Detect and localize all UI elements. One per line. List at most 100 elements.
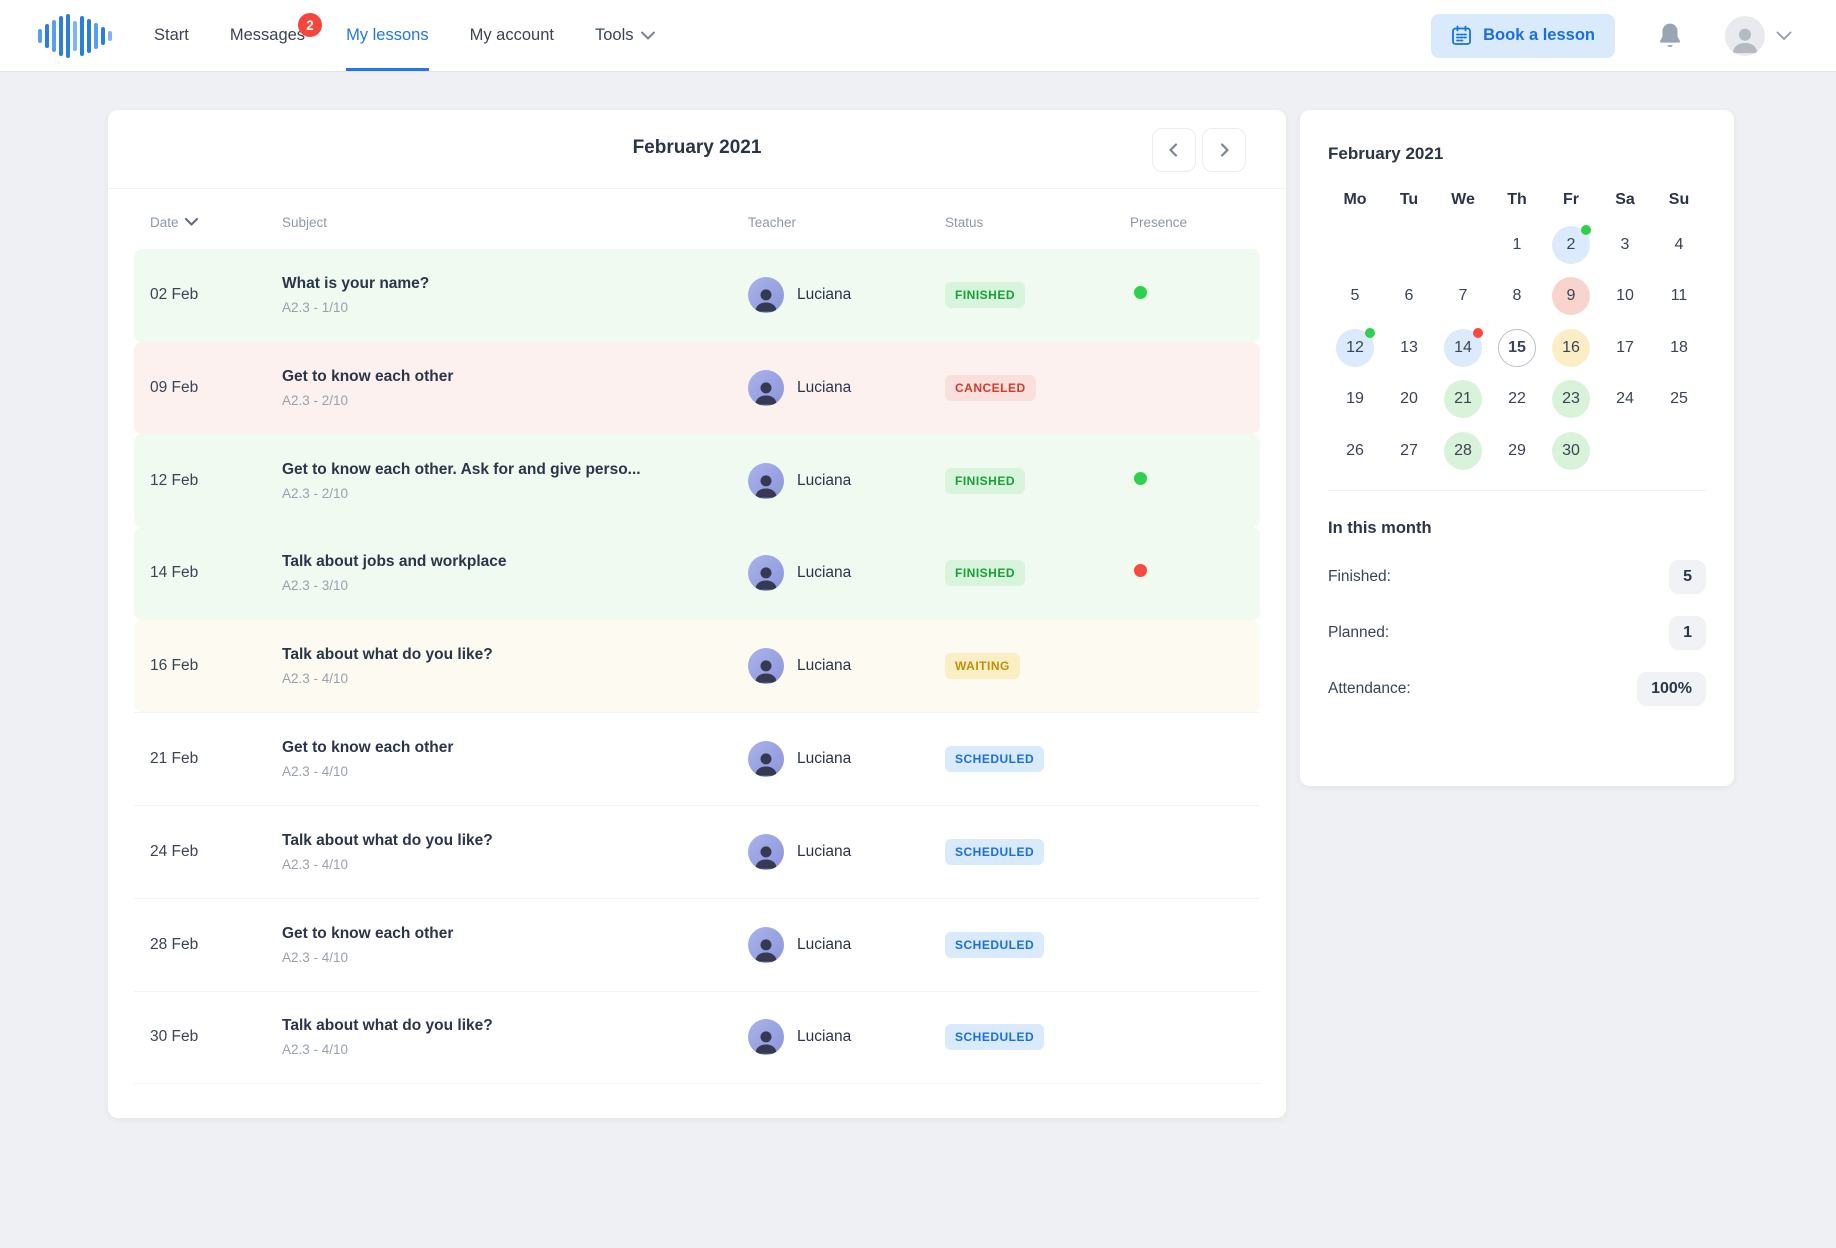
calendar-day-number: 26 — [1346, 441, 1364, 459]
lesson-subject: Talk about what do you like? — [282, 1017, 493, 1035]
teacher-name: Luciana — [797, 471, 852, 489]
status-badge: SCHEDULED — [945, 746, 1045, 773]
calendar-day[interactable]: 11 — [1652, 271, 1706, 323]
nav-item-my-lessons[interactable]: My lessons — [346, 0, 429, 71]
column-header-status: Status — [945, 214, 984, 230]
calendar-day[interactable]: 24 — [1598, 374, 1652, 426]
calendar-day[interactable]: 7 — [1436, 271, 1490, 323]
calendar-day[interactable]: 17 — [1598, 322, 1652, 374]
calendar-day-circle: 29 — [1498, 432, 1536, 470]
calendar-day[interactable]: 25 — [1652, 374, 1706, 426]
calendar-day[interactable]: 26 — [1328, 425, 1382, 477]
calendar-day[interactable]: 6 — [1382, 271, 1436, 323]
user-menu[interactable] — [1725, 15, 1792, 56]
lesson-level: A2.3 - 1/10 — [282, 300, 349, 316]
nav-label: Tools — [594, 26, 634, 44]
table-row[interactable]: 16 Feb Talk about what do you like? A2.3… — [134, 619, 1260, 713]
sidebar-divider — [1328, 489, 1706, 491]
calendar-day[interactable]: 12 — [1328, 322, 1382, 374]
weekday-label: Su — [1668, 191, 1690, 208]
lesson-level: A2.3 - 4/10 — [282, 764, 349, 780]
lesson-date: 24 Feb — [150, 842, 199, 860]
calendar-day[interactable]: 4 — [1652, 219, 1706, 271]
calendar-day[interactable]: 29 — [1490, 425, 1544, 477]
nav-item-start[interactable]: Start — [154, 0, 189, 71]
teacher-avatar — [748, 741, 784, 778]
calendar-day-number: 4 — [1674, 235, 1684, 253]
teacher-name: Luciana — [797, 564, 852, 582]
chevron-down-icon — [1776, 31, 1792, 41]
calendar-day[interactable]: 18 — [1652, 322, 1706, 374]
nav-item-tools[interactable]: Tools — [595, 0, 655, 71]
calendar-day[interactable]: 28 — [1436, 425, 1490, 477]
calendar-day-number: 15 — [1508, 338, 1526, 356]
calendar-day-circle: 23 — [1552, 380, 1590, 419]
stat-value: 5 — [1669, 559, 1706, 594]
table-row[interactable]: 28 Feb Get to know each other A2.3 - 4/1… — [134, 897, 1260, 991]
teacher-avatar — [748, 833, 784, 870]
table-column-headers: Date Subject Teacher Status Presence — [134, 189, 1260, 249]
calendar-day-number: 16 — [1562, 338, 1580, 356]
lessons-month-title: February 2021 — [632, 137, 762, 158]
calendar-day[interactable]: 20 — [1382, 374, 1436, 426]
table-row[interactable]: 21 Feb Get to know each other A2.3 - 4/1… — [134, 712, 1260, 806]
next-month-button[interactable] — [1202, 128, 1246, 172]
calendar-day-number: 28 — [1454, 441, 1472, 459]
calendar-day-circle: 20 — [1390, 380, 1428, 418]
calendar-day[interactable]: 9 — [1544, 271, 1598, 323]
teacher-avatar — [748, 1019, 784, 1056]
bell-icon[interactable] — [1657, 22, 1683, 50]
calendar-day[interactable]: 22 — [1490, 374, 1544, 426]
calendar-day-circle: 24 — [1606, 380, 1644, 418]
calendar-day[interactable]: 16 — [1544, 322, 1598, 374]
calendar-day-circle: 11 — [1660, 277, 1698, 315]
lesson-date: 21 Feb — [150, 750, 199, 768]
table-row[interactable]: 14 Feb Talk about jobs and workplace A2.… — [134, 527, 1260, 620]
lesson-subject: Get to know each other — [282, 924, 454, 942]
calendar-day-number: 1 — [1512, 235, 1522, 253]
calendar-day-number: 30 — [1562, 441, 1580, 459]
lessons-table-body: 02 Feb What is your name? A2.3 - 1/10 Lu… — [134, 249, 1260, 1085]
calendar-day[interactable]: 2 — [1544, 219, 1598, 271]
lesson-level: A2.3 - 4/10 — [282, 1042, 349, 1058]
calendar-day[interactable]: 30 — [1544, 425, 1598, 477]
nav-item-messages[interactable]: Messages 2 — [230, 0, 323, 71]
calendar-day-number: 6 — [1404, 287, 1414, 305]
calendar-day[interactable]: 1 — [1490, 219, 1544, 271]
calendar-day[interactable]: 5 — [1328, 271, 1382, 323]
table-row[interactable]: 02 Feb What is your name? A2.3 - 1/10 Lu… — [134, 249, 1260, 342]
nav-label: Start — [154, 26, 189, 44]
lesson-subject: Get to know each other. Ask for and give… — [282, 460, 641, 478]
calendar-day-circle: 22 — [1498, 380, 1536, 418]
logo-waveform-icon[interactable] — [38, 0, 112, 71]
table-row[interactable]: 09 Feb Get to know each other A2.3 - 2/1… — [134, 341, 1260, 435]
lesson-level: A2.3 - 4/10 — [282, 949, 349, 965]
calendar-day[interactable]: 8 — [1490, 271, 1544, 323]
column-header-date[interactable]: Date — [150, 215, 282, 230]
weekday-label: Sa — [1615, 191, 1635, 208]
teacher-avatar — [748, 555, 784, 592]
calendar-day[interactable]: 19 — [1328, 374, 1382, 426]
calendar-day-number: 21 — [1454, 390, 1472, 408]
calendar-day-number: 19 — [1346, 390, 1364, 408]
book-a-lesson-button[interactable]: Book a lesson — [1431, 13, 1615, 58]
calendar-day[interactable]: 21 — [1436, 374, 1490, 426]
calendar-day-number: 9 — [1566, 287, 1576, 305]
calendar-day-circle: 14 — [1444, 327, 1483, 367]
calendar-day-circle: 12 — [1336, 327, 1375, 367]
calendar-day[interactable]: 13 — [1382, 322, 1436, 374]
table-row[interactable]: 12 Feb Get to know each other. Ask for a… — [134, 434, 1260, 528]
calendar-day[interactable]: 27 — [1382, 425, 1436, 477]
calendar-day[interactable]: 3 — [1598, 219, 1652, 271]
stat-row: Planned: 1 — [1328, 615, 1706, 650]
teacher-avatar — [748, 926, 784, 963]
nav-item-my-account[interactable]: My account — [470, 0, 554, 71]
table-row[interactable]: 30 Feb Talk about what do you like? A2.3… — [134, 990, 1260, 1084]
stat-row: Finished: 5 — [1328, 559, 1706, 594]
previous-month-button[interactable] — [1152, 128, 1196, 172]
calendar-day[interactable]: 15 — [1490, 322, 1544, 374]
calendar-day[interactable]: 14 — [1436, 322, 1490, 374]
calendar-day[interactable]: 10 — [1598, 271, 1652, 323]
table-row[interactable]: 24 Feb Talk about what do you like? A2.3… — [134, 805, 1260, 898]
calendar-day[interactable]: 23 — [1544, 374, 1598, 426]
